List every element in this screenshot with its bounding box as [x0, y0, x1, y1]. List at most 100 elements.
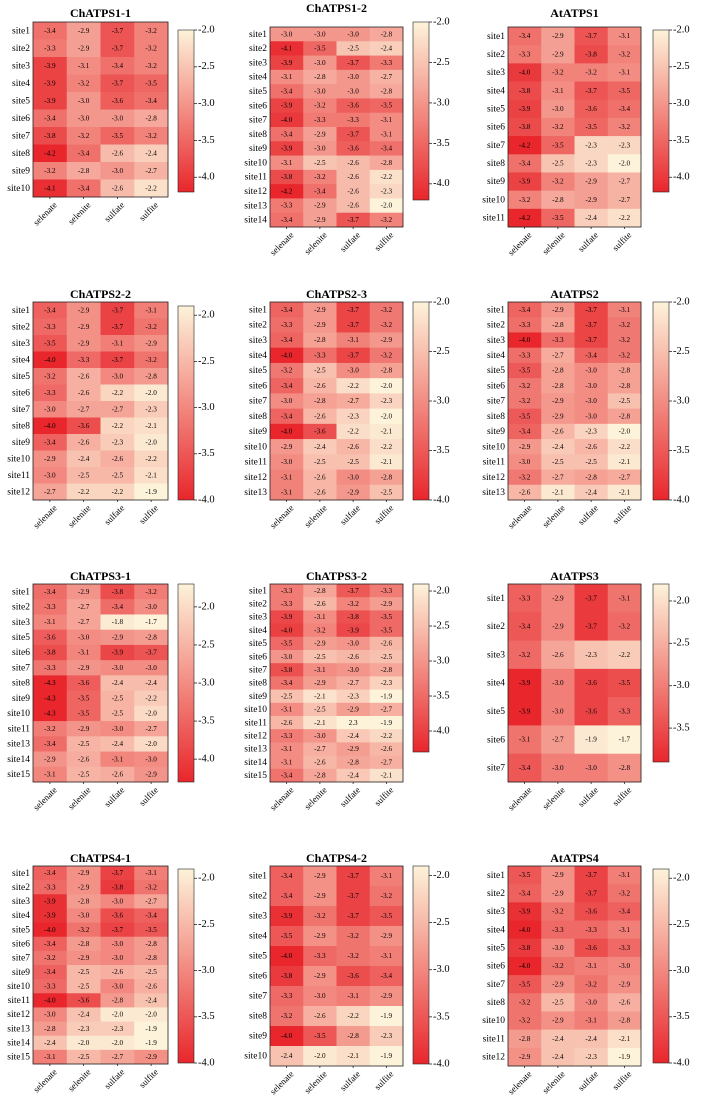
panel-title: ChATPS3-2 [306, 569, 367, 583]
colorbar-tick-label: -3.5 [198, 448, 215, 459]
heatmap-frame [507, 26, 642, 228]
heatmap-cell [607, 408, 642, 425]
heatmap-cell [303, 966, 337, 987]
cell-value-label: -3.0 [585, 999, 597, 1007]
heatmap-cell [541, 993, 575, 1012]
heatmap-cell [574, 27, 609, 46]
heatmap-cell [66, 179, 101, 198]
heatmap-cell [100, 92, 135, 110]
heatmap-cell [541, 1029, 575, 1049]
heatmap-cell [336, 27, 371, 42]
heatmap-cell [66, 92, 101, 110]
heatmap-cell [574, 1011, 609, 1031]
heatmap-cell [607, 753, 642, 783]
cell-value-label: -3.5 [519, 871, 531, 879]
heatmap-cell [369, 597, 404, 611]
column-label: sulfate [338, 785, 362, 809]
heatmap-cell [270, 212, 304, 228]
colorbar-tick-label: -3.5 [673, 1011, 690, 1022]
cell-value-label: -3.1 [347, 336, 359, 344]
heatmap-cell [134, 599, 169, 615]
column-label: sulfate [102, 1067, 126, 1091]
heatmap-cell [574, 938, 609, 958]
heatmap-cell [607, 317, 642, 333]
cell-value-label: -3.3 [314, 116, 326, 124]
cell-value-label: -3.0 [347, 30, 359, 38]
heatmap-cell [270, 302, 304, 318]
heatmap-cell [607, 99, 642, 119]
colorbar-tick-label: -2.0 [198, 24, 215, 35]
cell-value-label: -2.8 [145, 633, 157, 641]
row-label: site3 [249, 613, 267, 623]
cell-value-label: -3.4 [281, 87, 293, 95]
cell-value-label: -3.2 [519, 382, 531, 390]
column-label: selenate [506, 1069, 534, 1097]
cell-value-label: -3.2 [619, 623, 631, 631]
cell-value-label: -2.3 [347, 692, 359, 700]
heatmap-cell [66, 1021, 101, 1037]
cell-value-label: -3.0 [585, 764, 597, 772]
heatmap-cell [336, 469, 371, 486]
cell-value-label: -3.4 [281, 216, 293, 224]
cell-value-label: -3.4 [314, 187, 326, 195]
cell-value-label: -3.5 [619, 679, 631, 687]
heatmap-cell [134, 22, 169, 40]
heatmap-cell [33, 993, 68, 1008]
heatmap-cell [134, 880, 169, 895]
row-label: site5 [12, 633, 30, 643]
heatmap-cell [66, 450, 101, 468]
colorbar [412, 301, 430, 501]
colorbar-tick-label: -3.0 [433, 964, 450, 975]
cell-value-label: -3.5 [552, 141, 564, 149]
row-label: site7 [249, 992, 267, 1002]
heatmap-cell [508, 484, 542, 501]
cell-value-label: -2.9 [314, 216, 326, 224]
cell-value-label: -2.7 [619, 196, 631, 204]
heatmap-cell [574, 993, 609, 1012]
row-label: site5 [12, 96, 30, 106]
colorbar-tick-label: -3.0 [673, 680, 690, 691]
heatmap-cell [336, 302, 371, 318]
heatmap-cell [508, 866, 542, 885]
row-label: site12 [244, 731, 267, 741]
colorbar-tick-label: -4.0 [433, 494, 450, 505]
heatmap-cell [134, 318, 169, 336]
heatmap-cell [270, 755, 304, 770]
cell-value-label: -3.1 [281, 159, 293, 167]
heatmap-cell [574, 439, 609, 455]
heatmap-cell [508, 63, 542, 82]
heatmap-cell [336, 347, 371, 364]
heatmap-cell [574, 136, 609, 155]
colorbar [177, 29, 195, 193]
heatmap-cell [303, 127, 337, 142]
heatmap-cell [369, 716, 404, 730]
heatmap-panel-3: AtATPS1 -3.4 -2.9 -3.7 -3.1 -3.3 -2.9 -3.8 -3.2 -… [482, 6, 689, 258]
cell-value-label: -2.7 [145, 167, 157, 175]
heatmap-frame [32, 21, 169, 198]
heatmap-cell [336, 986, 371, 1007]
heatmap-cell [66, 950, 101, 966]
heatmap-cell [270, 347, 304, 364]
column-label: selenite [66, 200, 93, 227]
cell-value-label: -3.5 [585, 123, 597, 131]
heatmap-cell [100, 401, 135, 418]
column-label: sulfate [576, 1069, 600, 1093]
cell-value-label: -3.2 [44, 167, 56, 175]
cell-value-label: -3.6 [347, 972, 359, 980]
heatmap-cell [33, 866, 68, 881]
cell-value-label: -2.8 [314, 397, 326, 405]
row-label: site7 [249, 116, 267, 126]
colorbar [177, 583, 195, 783]
row-label: site10 [244, 158, 267, 168]
heatmap-cell [336, 98, 371, 114]
cell-value-label: -2.7 [112, 405, 124, 413]
cell-value-label: -3.0 [347, 666, 359, 674]
row-label: site2 [249, 892, 267, 902]
heatmap-panel-4: ChATPS2-2 -3.4 -2.9 -3.7 -3.1 -3.3 -2.9 -3.7 -3.… [7, 287, 214, 531]
row-label: site2 [487, 889, 505, 899]
heatmap-cell [270, 650, 304, 664]
cell-value-label: -2.4 [585, 1035, 597, 1043]
heatmap-cell [66, 1035, 101, 1051]
heatmap-cell [336, 689, 371, 704]
heatmap-cell [508, 668, 542, 698]
